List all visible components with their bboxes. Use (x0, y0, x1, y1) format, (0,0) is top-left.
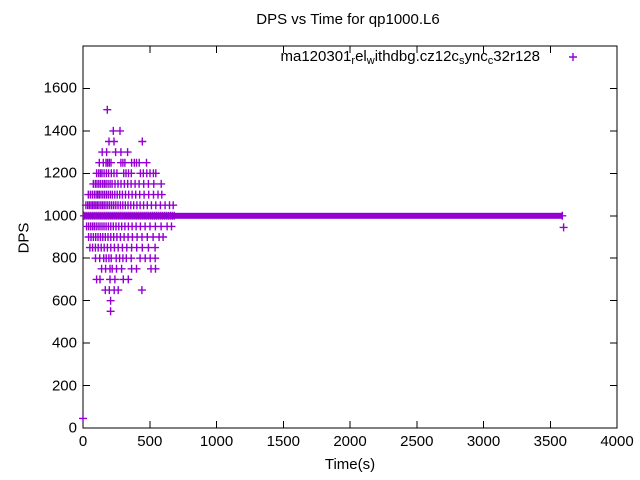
y-tick-label-600: 600 (51, 292, 77, 310)
legend-label-subscript: s (458, 55, 465, 67)
legend-label: ma120301relwithdbg.cz12csyncc32r128 (280, 48, 540, 67)
x-tick-label-500: 500 (137, 433, 163, 450)
chart-title: DPS vs Time for qp1000.L6 (256, 11, 440, 28)
y-tick-label-800: 800 (51, 249, 77, 267)
x-tick-label-2000: 2000 (333, 433, 367, 450)
x-tick-label-2500: 2500 (400, 433, 434, 450)
data-points (79, 105, 568, 423)
legend-label-text: el (355, 48, 367, 65)
y-tick-label-1400: 1400 (43, 122, 77, 140)
legend-label-subscript: c (487, 55, 494, 67)
legend-label-subscript: r (351, 55, 356, 67)
y-tick-label-0: 0 (68, 419, 77, 437)
legend-label-text: 32r128 (493, 48, 540, 65)
legend-marker-icon (569, 53, 577, 61)
legend-label-text: ync (464, 48, 488, 65)
y-tick-label-400: 400 (51, 334, 77, 352)
x-tick-label-3500: 3500 (533, 433, 567, 450)
y-tick-label-200: 200 (51, 377, 77, 395)
legend-label-text: ma120301 (280, 48, 352, 65)
x-tick-label-0: 0 (78, 433, 88, 450)
x-tick-label-1500: 1500 (266, 433, 300, 450)
x-tick-label-1000: 1000 (199, 433, 234, 450)
legend-label-text: ithdbg.cz12c (374, 48, 459, 65)
legend-label-subscript: w (366, 55, 375, 67)
y-tick-label-1600: 1600 (43, 79, 77, 97)
data-band-1000 (83, 212, 563, 219)
y-tick-label-1000: 1000 (43, 207, 77, 225)
y-tick-label-1200: 1200 (43, 164, 77, 182)
x-tick-label-3000: 3000 (466, 433, 501, 450)
legend: ma120301relwithdbg.cz12csyncc32r128 (280, 48, 540, 67)
x-tick-label-4000: 4000 (600, 433, 634, 450)
x-axis-title: Time(s) (324, 456, 376, 473)
